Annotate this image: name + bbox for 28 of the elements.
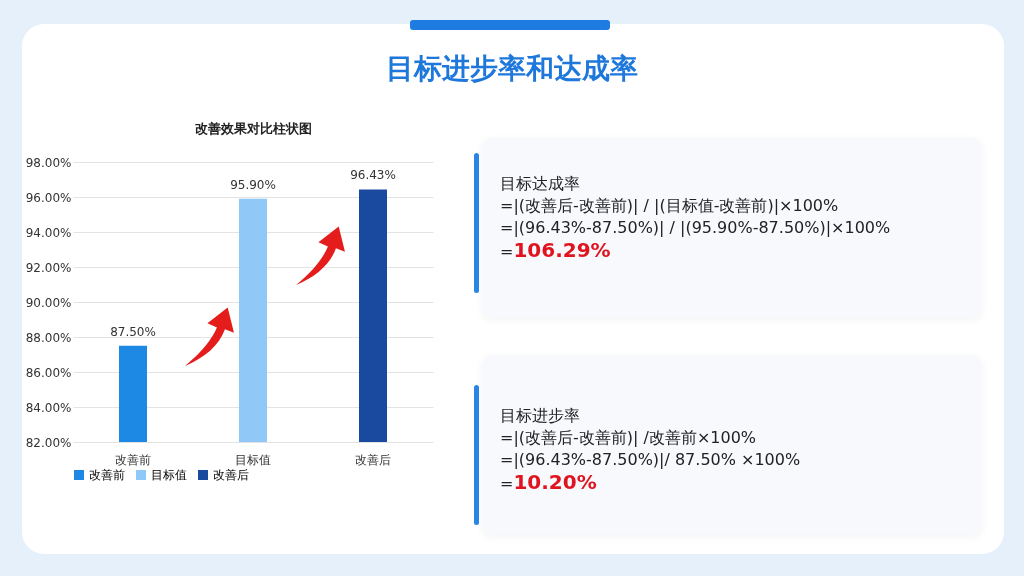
y-tick-label: 94.00% xyxy=(25,225,72,240)
text: 目标进步率和达成率 xyxy=(385,51,639,87)
y-tick-label: 88.00% xyxy=(25,330,72,345)
text: =|(改善后-改善前)| /改善前×100% xyxy=(500,427,758,449)
x-tick-label: 改善前 xyxy=(115,452,151,467)
y-tick-label: 82.00% xyxy=(25,435,72,450)
text: =|(96.43%-87.50%)| / |(95.90%-87.50%)|×100% xyxy=(500,217,891,239)
text: =|(改善后-改善前)| / |(目标值-改善前)|×100% xyxy=(500,195,840,217)
x-tick-label: 目标值 xyxy=(235,452,271,467)
legend-label: 改善前 xyxy=(89,468,125,482)
text: =106.29% xyxy=(500,238,612,263)
text: 目标达成率 xyxy=(500,173,581,195)
chart-title: 改善效果对比柱状图 xyxy=(194,121,312,136)
text: =10.20% xyxy=(500,470,598,495)
data-label: 96.43% xyxy=(350,168,396,183)
y-tick-label: 86.00% xyxy=(25,365,72,380)
text: 目标进步率 xyxy=(500,405,581,427)
legend-label: 改善后 xyxy=(213,468,249,482)
legend-label: 目标值 xyxy=(151,468,187,482)
data-label: 87.50% xyxy=(110,324,156,339)
y-tick-label: 84.00% xyxy=(25,400,72,415)
y-tick-label: 98.00% xyxy=(25,155,72,170)
y-tick-label: 90.00% xyxy=(25,295,72,310)
x-tick-label: 改善后 xyxy=(355,452,391,467)
text: =|(96.43%-87.50%)|/ 87.50% ×100% xyxy=(500,449,801,471)
y-tick-label: 92.00% xyxy=(25,260,72,275)
data-label: 95.90% xyxy=(230,177,276,192)
y-tick-label: 96.00% xyxy=(25,190,72,205)
